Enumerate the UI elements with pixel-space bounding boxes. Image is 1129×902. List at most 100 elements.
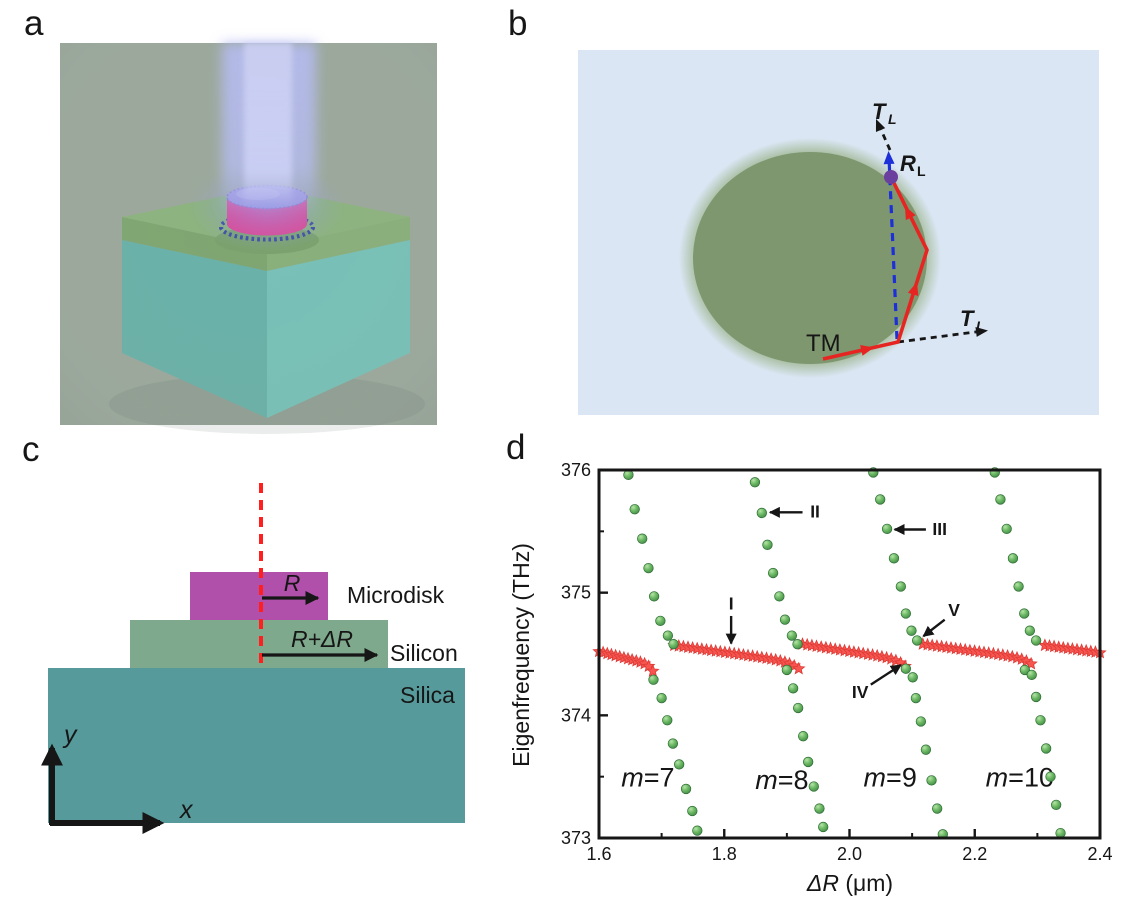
svg-text:T: T [872, 99, 887, 124]
green-dot-marker [803, 756, 814, 768]
panel-a-label: a [24, 4, 44, 43]
silica-rect [48, 668, 465, 823]
label-tl-right: T L [960, 306, 985, 334]
reflection-ray-blue [887, 157, 899, 340]
reflection-arrowhead-blue [883, 151, 895, 165]
green-dot-marker [932, 803, 943, 814]
green-dot-marker [1007, 553, 1019, 564]
coordinate-axes: y x [41, 721, 194, 834]
green-dot-marker [792, 639, 803, 650]
radius-delta-label: R+ΔR [291, 626, 353, 652]
annotation-label: V [948, 600, 960, 620]
silicon-text: Silicon [390, 640, 458, 666]
label-tl-top: T L [872, 99, 897, 127]
resonator-circle [693, 152, 927, 364]
green-dot-marker [875, 494, 886, 505]
mode-label: m=10 [986, 762, 1054, 792]
radius-label: R [284, 570, 301, 596]
green-dot-marker [1019, 608, 1030, 619]
panel-b-label: b [508, 4, 528, 43]
green-dot-marker [911, 635, 923, 646]
green-dot-marker [881, 523, 893, 535]
green-dot-marker [786, 630, 798, 641]
annotation-arrow [870, 664, 902, 686]
red-star-marker [646, 664, 660, 677]
y-tick-label: 373 [561, 828, 591, 848]
mode-label: m=9 [864, 762, 917, 792]
red-star-marker [1024, 656, 1038, 670]
green-dot-marker [995, 494, 1006, 505]
green-dot-marker [1013, 581, 1024, 592]
green-dot-marker [637, 533, 648, 544]
green-dot-marker [900, 663, 912, 674]
y-tick-label: 376 [561, 460, 591, 480]
annotation-label: III [932, 519, 947, 539]
svg-text:T: T [960, 306, 975, 331]
green-dot-marker [900, 608, 912, 619]
green-dot-marker [667, 738, 679, 749]
green-dot-marker [1051, 799, 1062, 811]
green-dot-marker [767, 567, 779, 579]
plot-content: 1.6 1.8 2.0 2.2 2.4 373 374 375 376 m=7 m=8 m=9 m=10… [561, 460, 1113, 864]
y-axis-label: Eigenfrequency (THz) [508, 543, 534, 767]
transmission-arrowhead-top [875, 119, 886, 132]
green-dot-marker [629, 504, 640, 515]
green-dot-marker [623, 469, 634, 481]
axis-x-label: x [179, 796, 194, 824]
x-tick-label: 2.0 [837, 844, 862, 864]
panel-d-label: d [506, 428, 526, 467]
svg-text:L: L [976, 318, 985, 334]
green-dot-marker [655, 615, 666, 627]
green-dot-marker [1001, 523, 1012, 535]
x-tick-label: 2.2 [962, 844, 987, 864]
svg-text:R: R [900, 151, 916, 176]
photo-vignette [60, 43, 437, 425]
green-dot-marker [692, 825, 703, 836]
tm-ray-arrowhead-1 [860, 345, 874, 356]
microdisk-text: Microdisk [347, 582, 445, 608]
green-dot-marker [774, 591, 785, 602]
green-dot-marker [920, 744, 932, 755]
contact-point-dot [884, 170, 898, 184]
green-dot-marker [749, 477, 761, 488]
red-star-marker [792, 661, 806, 675]
annotation-arrow [922, 618, 946, 638]
axis-y-label: y [62, 721, 78, 749]
panel-c-schematic: R R+ΔR Microdisk Silicon Silica y x [41, 483, 465, 834]
label-rl: R L [900, 151, 926, 179]
green-dot-marker [792, 702, 804, 714]
green-dot-marker [818, 821, 829, 833]
green-dot-marker [1024, 625, 1036, 636]
green-dot-marker [907, 672, 918, 683]
green-dot-marker [674, 759, 685, 770]
transmission-arrowhead-bottom [975, 326, 988, 337]
x-tick-label: 2.4 [1087, 844, 1112, 864]
green-dot-marker [895, 581, 907, 592]
green-dot-marker [648, 674, 659, 685]
green-dot-marker [906, 625, 917, 636]
green-dot-marker [814, 803, 825, 814]
silica-text: Silica [400, 682, 455, 708]
green-dot-marker [762, 539, 773, 550]
annotation-label: I [729, 594, 734, 614]
green-dot-marker [1030, 691, 1042, 703]
panel-b-diagram: T L R L T L TM [578, 50, 1099, 415]
tm-ray-arrowhead-2 [907, 282, 919, 297]
green-dot-marker [756, 507, 767, 519]
green-dot-marker [648, 591, 660, 602]
green-dot-marker [1055, 827, 1066, 839]
green-dot-marker [662, 715, 673, 726]
green-dot-marker [1045, 771, 1056, 782]
green-dot-marker [798, 731, 809, 742]
panel-a-scene [60, 43, 437, 434]
svg-text:L: L [888, 111, 897, 127]
x-tick-label: 1.6 [586, 844, 611, 864]
green-dot-marker [888, 553, 900, 564]
green-dot-marker [781, 664, 793, 676]
green-dot-marker [1026, 669, 1037, 681]
green-dot-marker [1040, 743, 1052, 754]
x-axis-label: ΔR (μm) [806, 870, 893, 896]
green-dot-marker [643, 562, 654, 574]
mode-label: m=8 [755, 765, 808, 795]
panel-c-label: c [22, 430, 40, 469]
